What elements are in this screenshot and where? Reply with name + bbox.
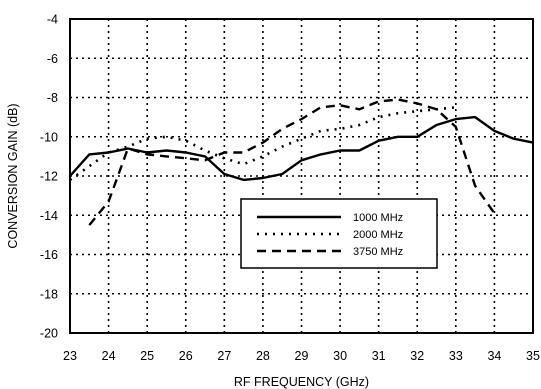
x-tick-label: 33 <box>449 349 463 363</box>
x-tick-label: 23 <box>63 349 77 363</box>
series-line-1000-mhz <box>69 115 534 182</box>
legend-label-1000-mhz: 1000 MHz <box>353 212 403 224</box>
x-tick-label: 25 <box>140 349 154 363</box>
y-tick-label: -12 <box>40 170 58 184</box>
y-tick-label: -20 <box>40 327 58 341</box>
series-lines <box>69 98 534 226</box>
x-tick-label: 32 <box>410 349 424 363</box>
x-tick-label: 24 <box>102 349 116 363</box>
legend-label-2000-mhz: 2000 MHz <box>353 229 403 241</box>
y-tick-label: -8 <box>47 91 58 105</box>
grid <box>70 19 533 333</box>
x-tick-label: 26 <box>179 349 193 363</box>
y-tick-label: -16 <box>40 248 58 262</box>
legend-label-3750-mhz: 3750 MHz <box>353 246 403 258</box>
x-tick-label: 34 <box>487 349 501 363</box>
x-tick-label: 27 <box>217 349 231 363</box>
y-tick-label: -10 <box>40 130 58 144</box>
legend: 1000 MHz 2000 MHz 3750 MHz <box>240 198 438 269</box>
y-tick-label: -14 <box>40 209 58 223</box>
x-tick-labels: 23 24 25 26 27 28 29 30 31 32 33 34 35 <box>63 349 540 363</box>
x-tick-label: 29 <box>295 349 309 363</box>
y-axis-label: CONVERSION GAIN (dB) <box>6 103 20 248</box>
x-tick-label: 31 <box>372 349 386 363</box>
x-tick-label: 28 <box>256 349 270 363</box>
x-axis-label: RF FREQUENCY (GHz) <box>234 375 369 389</box>
x-tick-label: 30 <box>333 349 347 363</box>
y-tick-label: -18 <box>40 287 58 301</box>
y-tick-label: -6 <box>47 52 58 66</box>
y-tick-labels: -4 -6 -8 -10 -12 -14 -16 -18 -20 <box>40 13 58 341</box>
series-line-3750-mhz <box>88 98 496 226</box>
y-tick-label: -4 <box>47 13 58 27</box>
plot-frame <box>69 18 534 334</box>
x-tick-label: 35 <box>526 349 540 363</box>
